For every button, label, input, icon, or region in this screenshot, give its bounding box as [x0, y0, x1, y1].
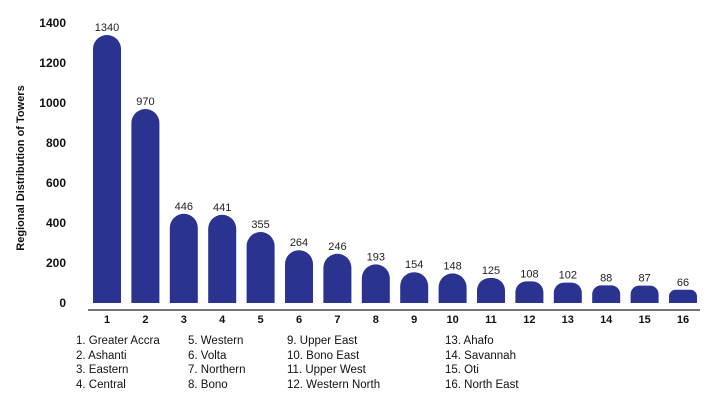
y-tick-label: 0 [59, 296, 66, 310]
data-label: 264 [290, 237, 308, 249]
data-label: 246 [328, 241, 346, 253]
region-key-item: 6. Volta [188, 349, 227, 362]
bar [131, 109, 160, 303]
region-key-item: 16. North East [445, 378, 519, 391]
x-tick-label: 8 [373, 314, 379, 326]
x-axis-ticks: 1 2 3 4 5 6 7 8 9 10 11 12 13 14 15 16 [104, 314, 689, 326]
data-label: 88 [600, 272, 612, 284]
bar [246, 232, 275, 303]
data-label: 441 [213, 202, 231, 214]
region-key-item: 13. Ahafo [445, 335, 494, 347]
bar [630, 285, 659, 303]
region-key-item: 11. Upper West [287, 364, 366, 376]
data-labels: 1340 970 446 441 355 264 246 193 154 148 125 108 102… [95, 22, 689, 289]
x-tick-label: 15 [638, 314, 650, 326]
data-label: 193 [367, 251, 385, 263]
x-tick-label: 3 [181, 314, 187, 326]
data-label: 355 [251, 219, 269, 231]
region-key-col-2: 5. Western 6. Volta 7. Northern 8. Bono [188, 334, 246, 392]
region-key-col-3: 9. Upper East 10. Bono East 11. Upper We… [287, 334, 380, 392]
region-key-item: 15. Oti [445, 364, 479, 376]
bar [477, 278, 505, 303]
y-tick-label: 600 [46, 176, 66, 190]
x-tick-label: 4 [219, 314, 226, 326]
x-tick-label: 5 [258, 314, 264, 326]
y-tick-label: 200 [46, 256, 66, 270]
bar [169, 213, 198, 303]
data-label: 446 [175, 201, 193, 213]
bar [438, 273, 467, 303]
region-key-col-1: 1. Greater Accra 2. Ashanti 3. Eastern 4… [76, 334, 160, 392]
data-label: 148 [443, 260, 461, 272]
region-key-item: 14. Savannah [445, 349, 516, 362]
y-tick-label: 1200 [39, 56, 66, 70]
x-tick-label: 12 [523, 314, 535, 326]
bar [208, 214, 237, 303]
x-tick-label: 7 [334, 314, 340, 326]
x-tick-label: 6 [296, 314, 302, 326]
y-tick-label: 800 [46, 136, 66, 150]
x-tick-label: 11 [485, 314, 497, 326]
x-tick-label: 1 [104, 314, 110, 326]
region-key-item: 5. Western [188, 335, 244, 347]
data-label: 154 [405, 259, 423, 271]
region-key-item: 1. Greater Accra [76, 335, 160, 347]
bar [93, 35, 121, 303]
x-tick-label: 9 [411, 314, 417, 326]
y-tick-label: 400 [46, 216, 66, 230]
bar [669, 289, 697, 303]
data-label: 87 [638, 273, 650, 285]
region-key-item: 10. Bono East [287, 349, 360, 362]
data-label: 970 [136, 96, 154, 108]
x-tick-label: 16 [677, 314, 689, 326]
region-key-item: 4. Central [76, 378, 126, 391]
data-label: 66 [677, 277, 689, 289]
x-tick-label: 2 [142, 314, 148, 326]
bar [592, 285, 621, 303]
bar [361, 264, 390, 303]
data-label: 108 [520, 268, 538, 280]
region-key-item: 3. Eastern [76, 364, 129, 376]
region-key-item: 7. Northern [188, 364, 246, 376]
y-tick-label: 1400 [39, 16, 66, 30]
data-label: 125 [482, 265, 500, 277]
x-tick-label: 13 [562, 314, 574, 326]
x-tick-label: 10 [446, 314, 458, 326]
bar [400, 272, 429, 303]
data-label: 102 [559, 270, 577, 282]
region-key-item: 9. Upper East [287, 335, 358, 347]
x-tick-label: 14 [600, 314, 613, 326]
region-key-item: 12. Western North [287, 378, 381, 391]
region-key-item: 8. Bono [188, 378, 228, 391]
y-axis-label: Regional Distribution of Towers [15, 85, 27, 250]
bar [553, 282, 582, 303]
bar [323, 253, 352, 303]
bar [285, 250, 313, 303]
region-key-col-4: 13. Ahafo 14. Savannah 15. Oti 16. North… [445, 334, 519, 392]
bar [515, 281, 544, 303]
region-key-item: 2. Ashanti [76, 349, 127, 362]
data-label: 1340 [95, 22, 119, 34]
y-tick-label: 1000 [39, 96, 66, 110]
y-axis-ticks: 0 200 400 600 800 1000 1200 1400 [39, 16, 66, 310]
bars [93, 35, 697, 303]
